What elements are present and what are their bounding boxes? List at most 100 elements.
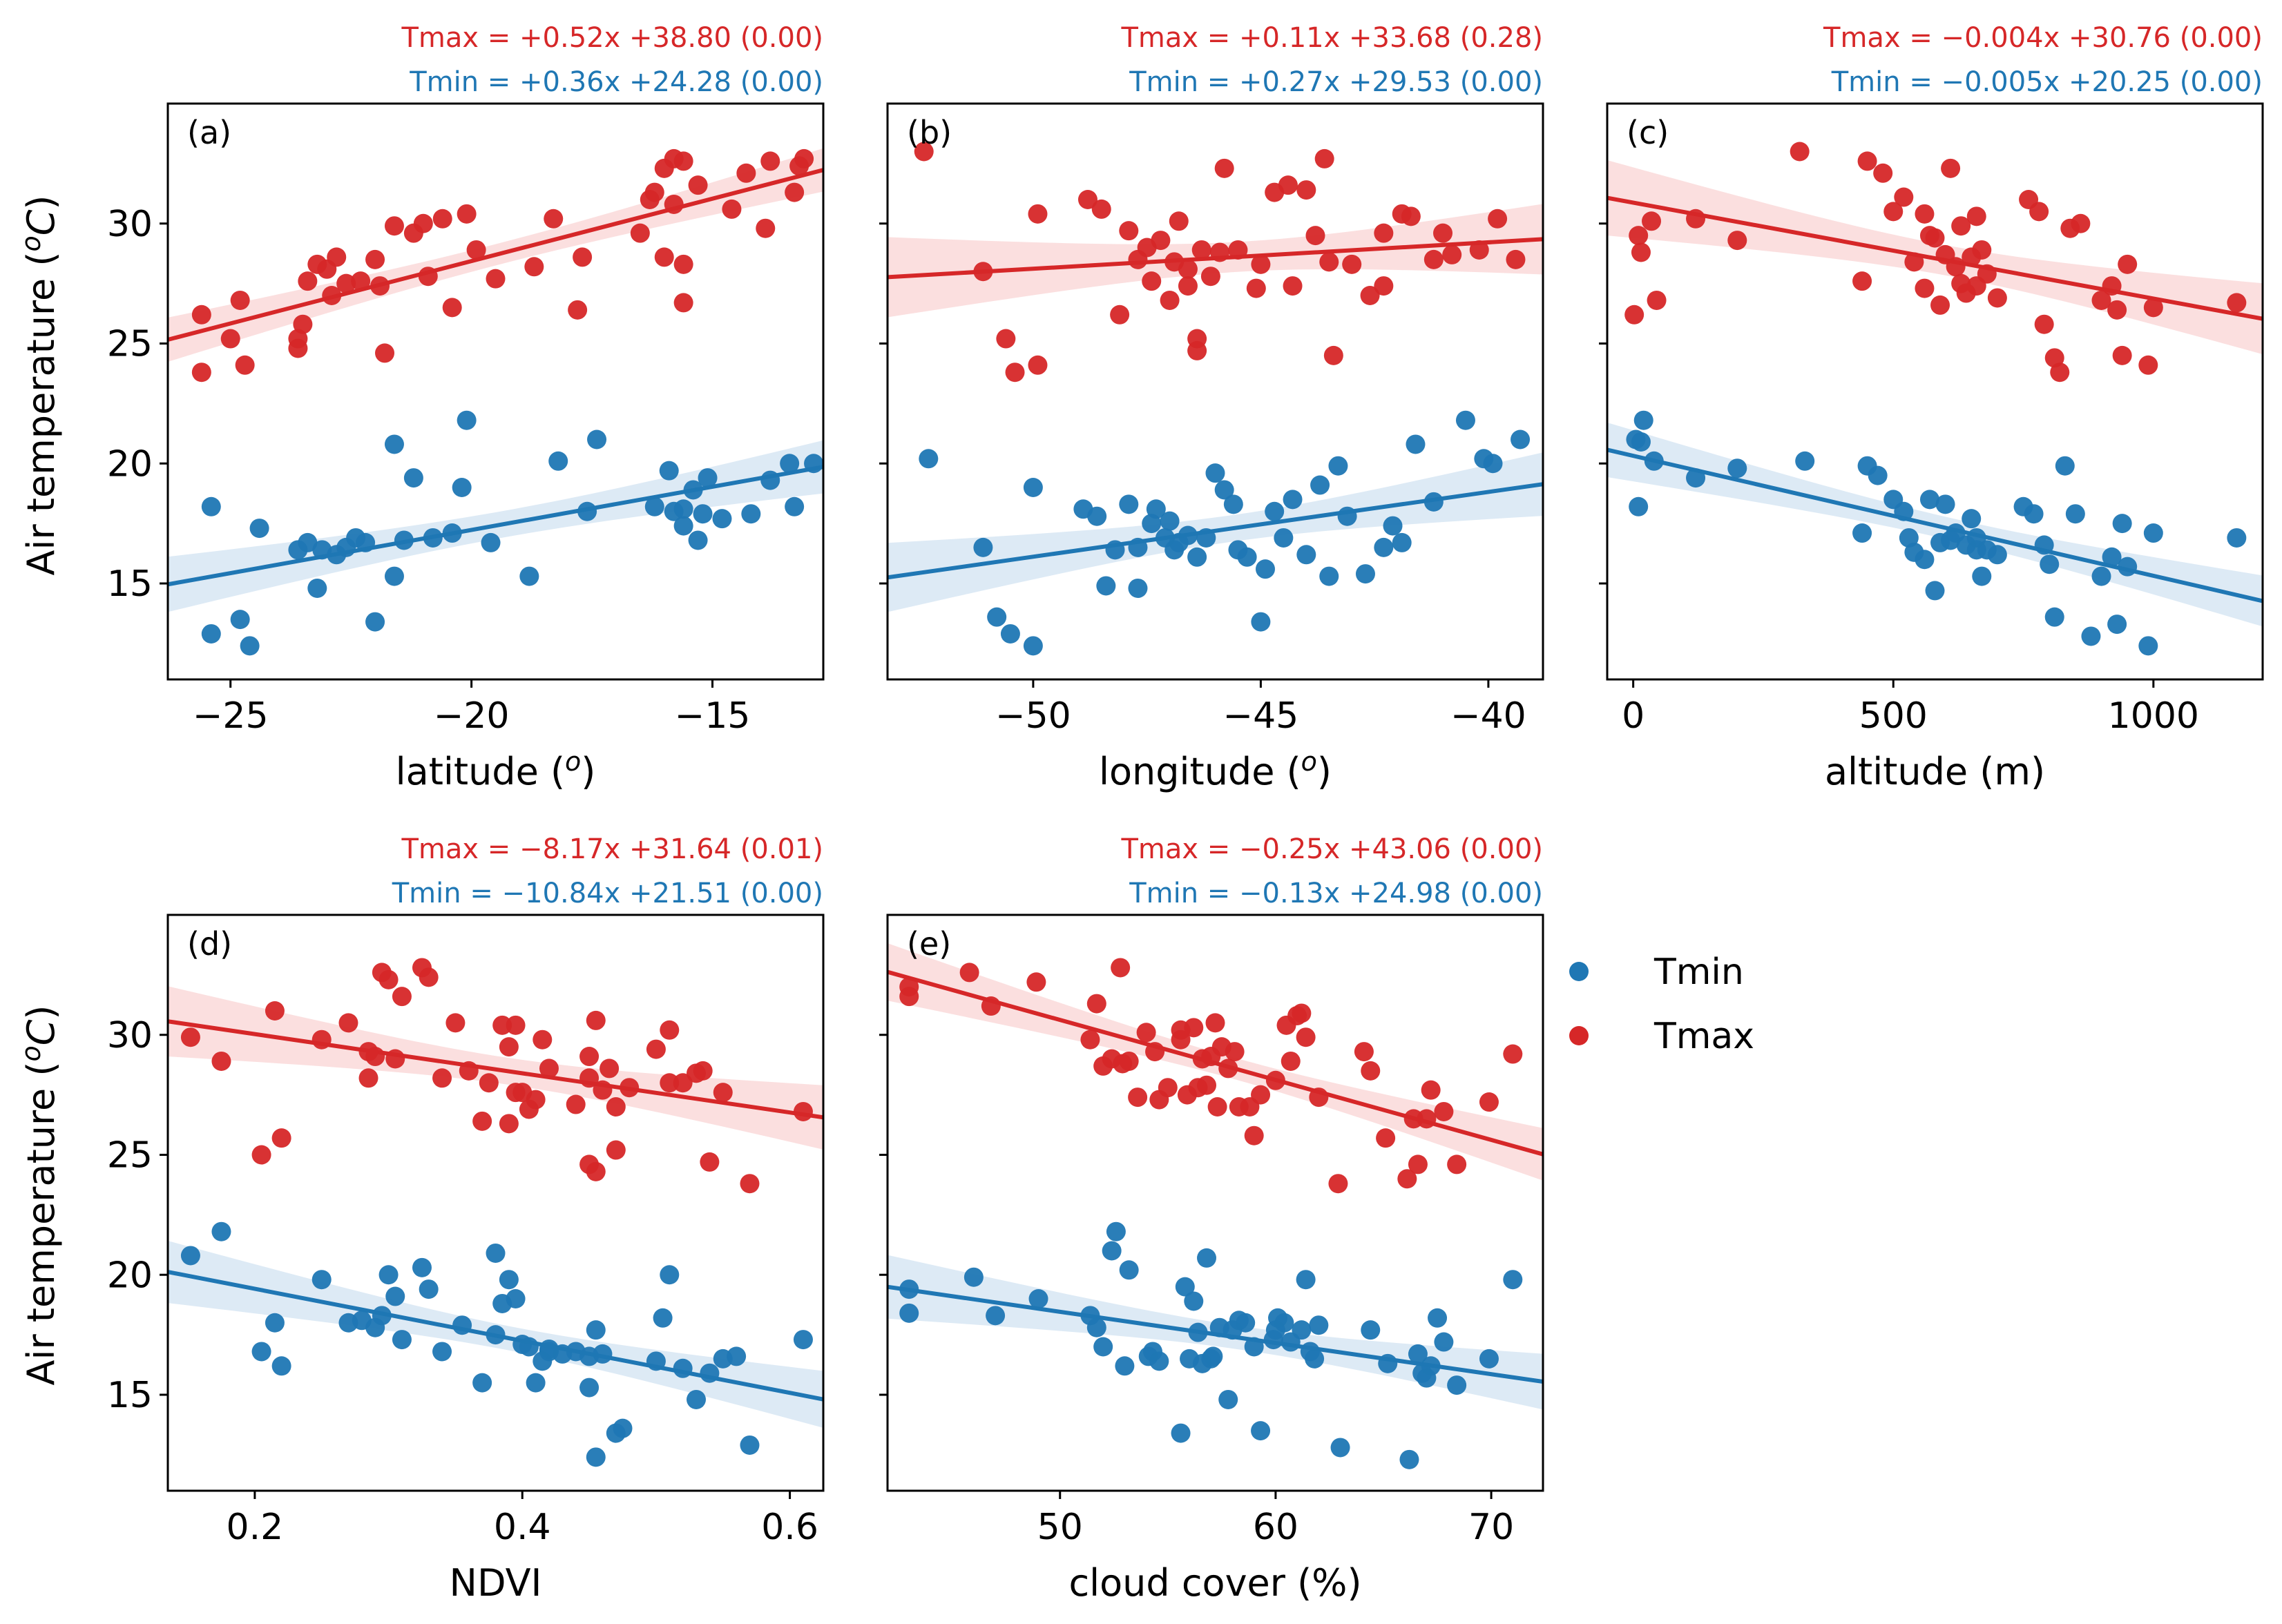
tmax-point [1503, 1044, 1523, 1064]
tmax-point [981, 996, 1001, 1016]
tmax-point [1197, 1075, 1217, 1095]
tmin-point [394, 530, 414, 550]
tmin-point [780, 454, 800, 474]
tmin-point [919, 449, 939, 469]
tmax-point [1111, 958, 1131, 978]
tmax-point [1629, 226, 1649, 246]
y-tick-label: 25 [107, 324, 153, 365]
tmax-point [996, 329, 1016, 349]
tmax-point [2107, 300, 2127, 320]
tmax-point [384, 216, 404, 236]
tmax-point [1919, 226, 1939, 246]
tmin-point [1087, 506, 1107, 526]
tmax-point [586, 1010, 606, 1030]
tmax-point [2050, 362, 2070, 383]
tmin-point [586, 1447, 606, 1467]
tmax-point [2091, 290, 2111, 310]
panel-b: −50 −45 −40 longitude (o) (b) Tmax = +0.11x +… [879, 22, 1544, 793]
tmax-point [1904, 252, 1924, 272]
tmax-point [593, 1080, 613, 1100]
tmin-point [452, 478, 472, 497]
tmax-equation: Tmax = +0.11x +33.68 (0.28) [1120, 22, 1543, 54]
tmin-point [1237, 547, 1257, 567]
y-tick-label: 15 [107, 1375, 153, 1416]
tmax-point [1873, 163, 1893, 183]
tmax-point [1323, 345, 1343, 365]
tmax-point [235, 355, 255, 375]
plot-area [168, 958, 823, 1467]
tmax-point [1956, 283, 1976, 303]
tmax-point [1401, 206, 1421, 226]
tmax-point [459, 1061, 479, 1081]
tmin-point [1511, 429, 1531, 450]
panel-tag: (e) [907, 925, 951, 963]
tmin-point [1000, 624, 1020, 644]
tmin-point [1629, 496, 1649, 516]
tmin-point [659, 461, 679, 481]
tmin-point [1925, 581, 1945, 601]
tmax-point [1292, 1003, 1312, 1023]
tmax-point [1488, 209, 1508, 229]
tmax-point [1642, 211, 1662, 231]
tmin-point [311, 1270, 332, 1290]
legend-label-tmax: Tmax [1653, 1016, 1754, 1057]
tmin-point [1093, 1337, 1113, 1357]
y-axis-label-row1: Air temperature (oC) [16, 195, 63, 575]
tmin-point [1175, 1277, 1195, 1297]
tmax-point [1915, 204, 1935, 224]
tmin-point [804, 454, 823, 474]
tmin-point [1197, 1248, 1217, 1268]
tmin-point [2065, 504, 2085, 524]
tmin-point [963, 1267, 984, 1287]
tmin-point [2112, 514, 2132, 534]
tmin-point [419, 1279, 439, 1299]
tmax-point [1119, 221, 1139, 241]
tmin-point [249, 519, 269, 539]
tmin-point [1102, 1241, 1122, 1261]
x-tick-label: −20 [434, 695, 510, 737]
tmin-point [230, 610, 250, 630]
tmin-point [457, 410, 477, 430]
tmin-point [201, 496, 221, 516]
tmax-point [1086, 994, 1106, 1014]
tmax-point [693, 1061, 713, 1081]
tmax-point [211, 1051, 231, 1071]
tmax-point [1852, 271, 1872, 291]
tmin-point [403, 468, 423, 488]
x-axis-label-sup: o [565, 746, 581, 777]
tmin-point [1868, 465, 1888, 485]
tmin-point [2102, 547, 2122, 567]
tmin-point [1205, 463, 1225, 483]
panel-tag: (c) [1627, 114, 1669, 151]
tmin-point [251, 1342, 271, 1362]
tmin-point [1503, 1270, 1523, 1290]
legend-label-tmin: Tmin [1653, 951, 1744, 993]
tmin-point [613, 1418, 633, 1438]
tmin-point [2040, 554, 2060, 574]
tmin-equation: Tmin = +0.27x +29.53 (0.00) [1129, 66, 1543, 98]
tmax-point [973, 262, 993, 282]
tmin-point [442, 523, 462, 543]
tmax-point [1278, 175, 1298, 195]
tmin-point [2034, 535, 2054, 555]
tmax-point [673, 293, 693, 313]
tmin-point [1428, 1308, 1448, 1328]
tmin-point [1203, 1346, 1223, 1366]
tmax-point [385, 1049, 405, 1069]
tmax-point [1218, 1058, 1238, 1079]
tmax-point [533, 1030, 553, 1050]
tmax-point [265, 1001, 285, 1021]
panel-d: 15 20 25 30 0.2 0.4 0.6 NDVI (d) Tmax = −8.17x +3… [107, 833, 825, 1605]
tmin-point [785, 496, 805, 516]
tmin-point [1128, 537, 1148, 557]
tmin-point [577, 501, 597, 521]
tmax-point [486, 269, 506, 289]
tmax-point [1376, 1128, 1396, 1148]
tmax-point [1110, 304, 1130, 325]
axes-frame [1606, 102, 2264, 681]
tmin-point [1633, 410, 1653, 430]
x-axis-label: latitude (o) [396, 746, 596, 793]
tmin-point [760, 470, 780, 490]
tmax-point [1354, 1042, 1374, 1062]
tmin-point [1852, 523, 1872, 543]
